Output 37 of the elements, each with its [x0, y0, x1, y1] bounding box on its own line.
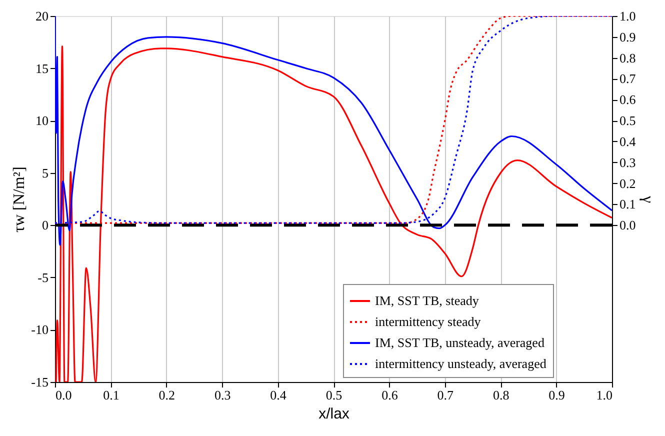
- y2-tick-label: 0.1: [620, 196, 636, 212]
- y-tick-label: -15: [31, 374, 48, 390]
- y-tick-label: 20: [36, 8, 48, 24]
- y-tick-label: -10: [31, 322, 48, 338]
- x-tick-label: 0.6: [382, 388, 398, 402]
- x-tick-label: 0.2: [158, 388, 176, 402]
- y-tick-label: 0: [42, 218, 48, 233]
- y-tick-label: 5: [42, 165, 48, 180]
- y2-axis-title: γ: [638, 194, 656, 204]
- x-axis-title: x/lax: [318, 406, 350, 422]
- x-tick-label: 0.7: [437, 388, 454, 402]
- y2-tick-label: 0.8: [620, 50, 636, 66]
- y2-tick-label: 0.3: [620, 154, 636, 170]
- x-tick-label: 0.4: [270, 388, 287, 402]
- legend-label: intermittency steady: [375, 314, 482, 329]
- y2-tick-label: 0.7: [620, 71, 636, 86]
- y-tick-label: -5: [38, 270, 48, 285]
- y-axis-title: τw [N/m²]: [11, 166, 28, 232]
- x-tick-label: 0.9: [548, 388, 565, 402]
- y2-tick-label: 0.9: [620, 29, 636, 44]
- y2-tick-label: 1.0: [620, 8, 636, 24]
- y2-tick-label: 0.2: [620, 176, 636, 191]
- x-tick-label: 0.5: [326, 388, 342, 402]
- x-tick-label: 0.0: [56, 388, 72, 402]
- y2-tick-label: 0.4: [620, 134, 636, 149]
- y2-tick-label: 0.5: [620, 113, 636, 128]
- y-tick-label: 10: [36, 113, 48, 128]
- x-tick-label: 1.0: [596, 388, 612, 402]
- x-tick-label: 0.3: [214, 388, 231, 402]
- x-tick-label: 0.8: [492, 388, 510, 402]
- x-tick-label: 0.1: [103, 388, 120, 402]
- y2-tick-label: 0.0: [620, 218, 636, 233]
- legend-label: IM, SST TB, steady: [375, 293, 480, 308]
- legend-label: IM, SST TB, unsteady, averaged: [375, 335, 545, 350]
- y-tick-label: 15: [36, 60, 48, 76]
- legend-label: intermittency unsteady, averaged: [375, 356, 547, 371]
- y2-tick-label: 0.6: [620, 92, 636, 108]
